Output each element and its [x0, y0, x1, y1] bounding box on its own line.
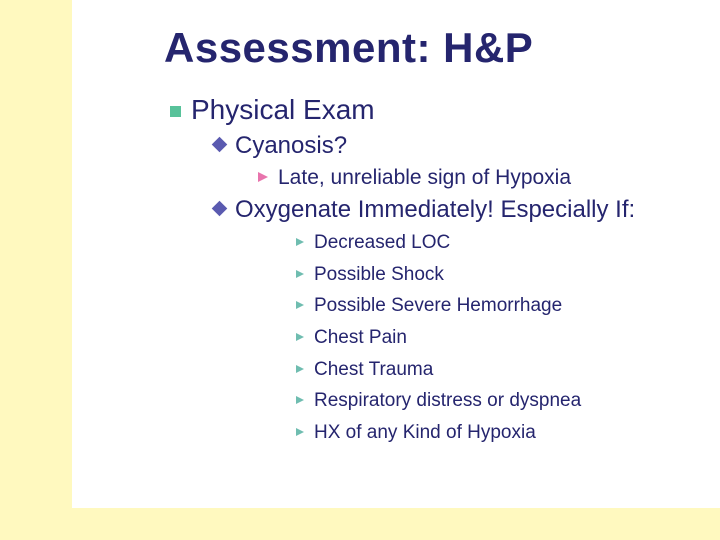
arrow-bullet-icon	[296, 425, 304, 443]
bullet-text: Late, unreliable sign of Hypoxia	[278, 166, 571, 190]
arrow-bullet-icon	[296, 298, 304, 316]
bullet-text: Chest Trauma	[314, 357, 433, 383]
bullet-text: HX of any Kind of Hypoxia	[314, 420, 536, 446]
bullet-level4: HX of any Kind of Hypoxia	[122, 420, 670, 446]
bullet-text: Decreased LOC	[314, 230, 450, 256]
arrow-bullet-icon	[296, 235, 304, 253]
arrow-bullet-icon	[296, 267, 304, 285]
bullet-level4: Chest Trauma	[122, 357, 670, 383]
bullet-text: Possible Shock	[314, 262, 444, 288]
bullet-level4: Possible Severe Hemorrhage	[122, 293, 670, 319]
bullet-text: Cyanosis?	[235, 132, 347, 160]
square-bullet-icon	[170, 106, 181, 124]
bullet-text: Chest Pain	[314, 325, 407, 351]
bullet-level4: Respiratory distress or dyspnea	[122, 388, 670, 414]
bullet-text: Possible Severe Hemorrhage	[314, 293, 562, 319]
bullet-level3: Late, unreliable sign of Hypoxia	[122, 166, 670, 190]
arrow-bullet-icon	[258, 171, 268, 189]
arrow-bullet-icon	[296, 393, 304, 411]
slide-content-area: Assessment: H&P Physical Exam Cyanosis? …	[72, 0, 720, 508]
arrow-bullet-icon	[296, 362, 304, 380]
arrow-bullet-icon	[296, 330, 304, 348]
bullet-level1: Physical Exam	[122, 94, 670, 126]
slide: Assessment: H&P Physical Exam Cyanosis? …	[0, 0, 720, 540]
bullet-text: Oxygenate Immediately! Especially If:	[235, 196, 635, 224]
bullet-level4: Chest Pain	[122, 325, 670, 351]
diamond-bullet-icon	[214, 204, 225, 222]
bullet-level4: Decreased LOC	[122, 230, 670, 256]
bullet-level4: Possible Shock	[122, 262, 670, 288]
bullet-level2: Cyanosis?	[122, 132, 670, 160]
bullet-text: Physical Exam	[191, 94, 375, 126]
diamond-bullet-icon	[214, 140, 225, 158]
bullet-level2: Oxygenate Immediately! Especially If:	[122, 196, 670, 224]
slide-title: Assessment: H&P	[122, 24, 670, 72]
bullet-text: Respiratory distress or dyspnea	[314, 388, 581, 414]
